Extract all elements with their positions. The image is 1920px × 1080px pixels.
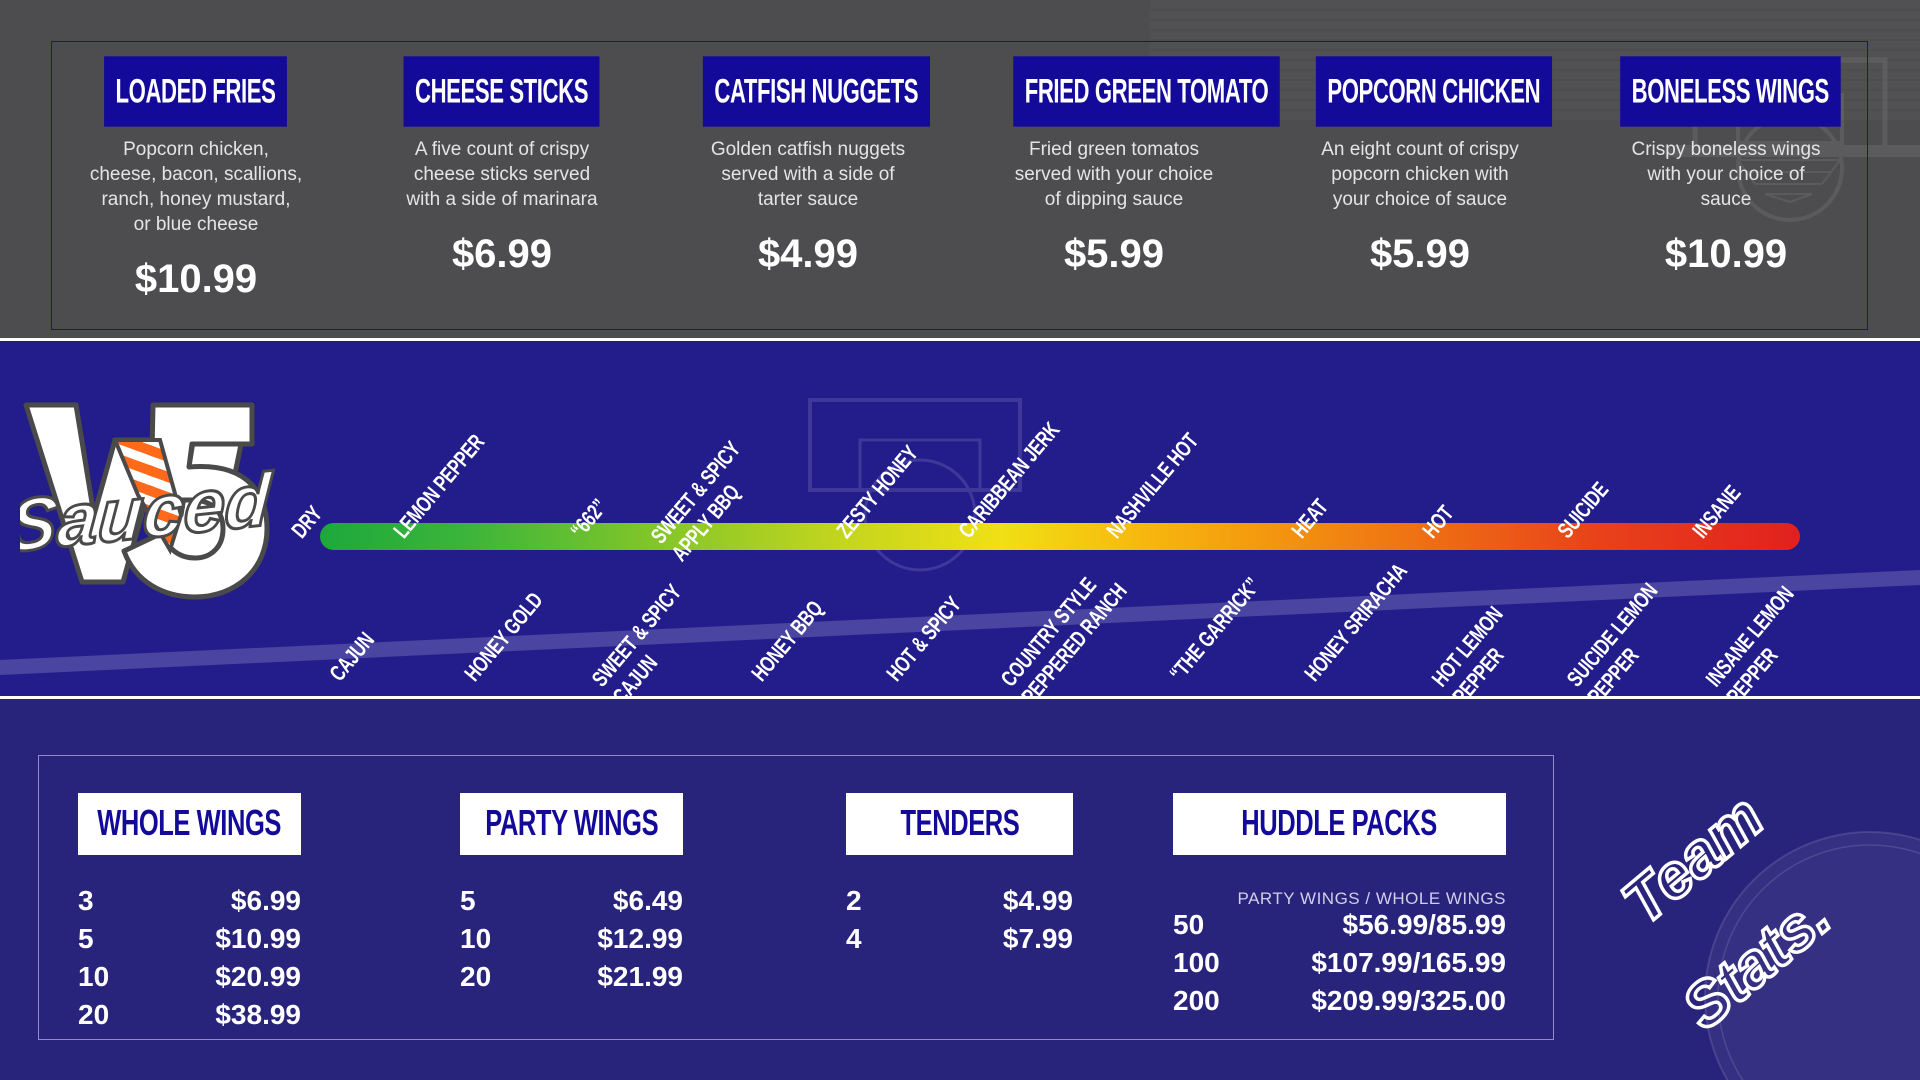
svg-text:Team: Team <box>1615 782 1776 937</box>
svg-text:Stats.: Stats. <box>1670 881 1844 1042</box>
